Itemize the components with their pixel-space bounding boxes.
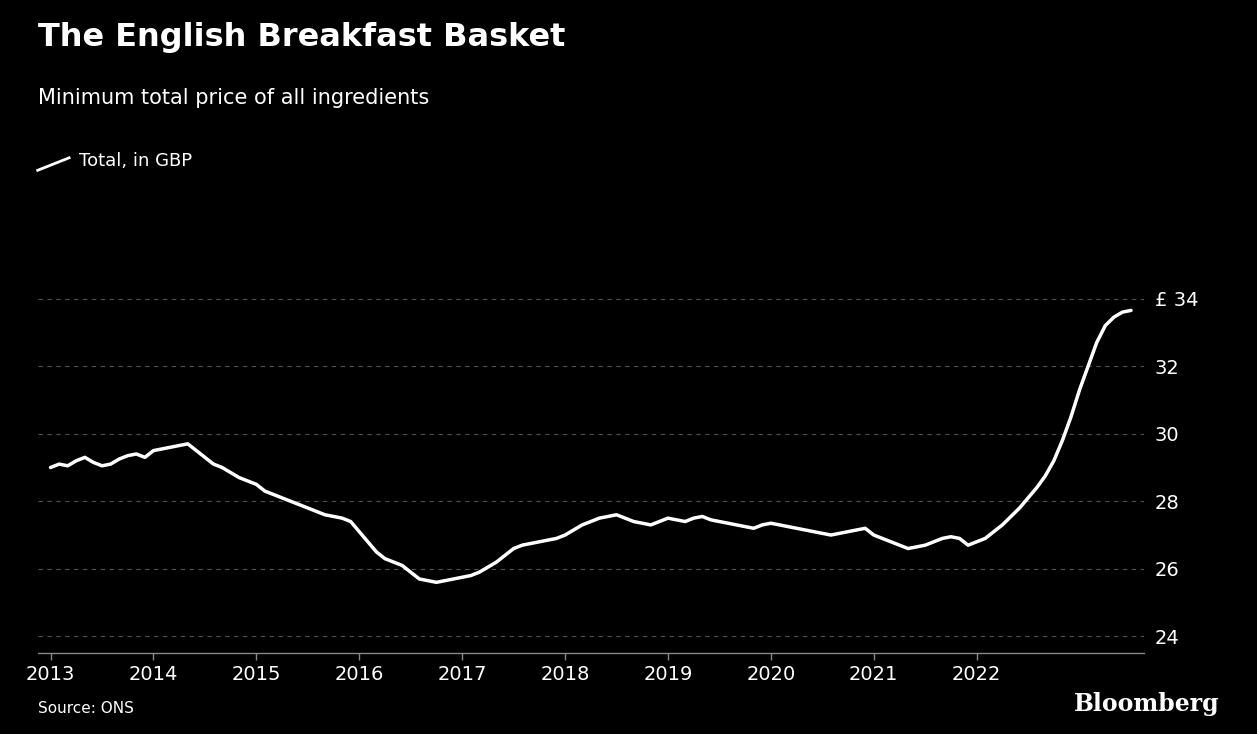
Text: Minimum total price of all ingredients: Minimum total price of all ingredients bbox=[38, 88, 429, 108]
Text: The English Breakfast Basket: The English Breakfast Basket bbox=[38, 22, 566, 53]
Text: Source: ONS: Source: ONS bbox=[38, 701, 133, 716]
Text: Total, in GBP: Total, in GBP bbox=[79, 153, 192, 170]
Text: Bloomberg: Bloomberg bbox=[1073, 691, 1219, 716]
